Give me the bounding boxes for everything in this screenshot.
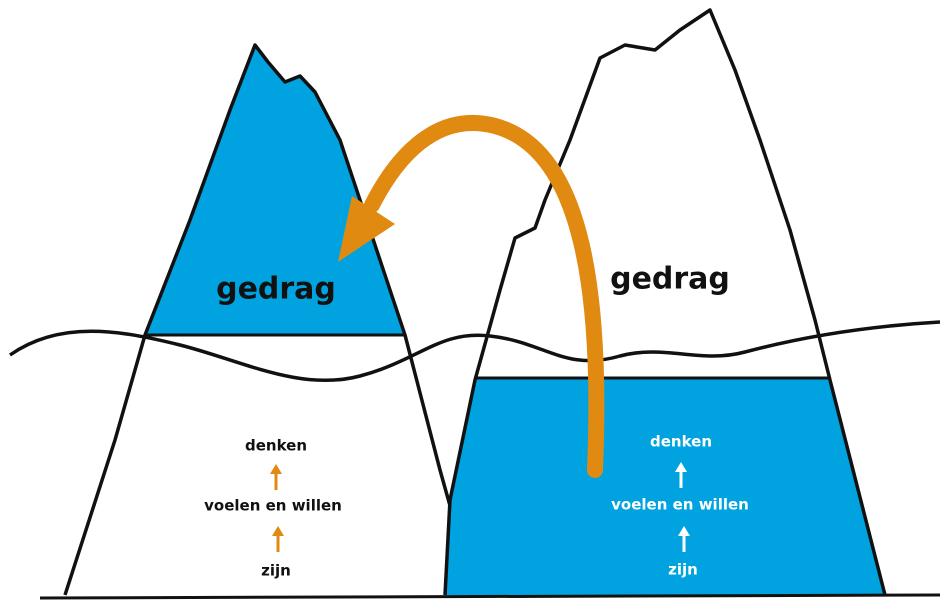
left-level: voelen en willen: [204, 497, 342, 515]
left-level: zijn: [261, 562, 291, 580]
diagram: gedrag denken voelen en willen zijn gedr…: [0, 0, 951, 600]
right-label: gedrag: [610, 262, 730, 297]
ground-line: [40, 595, 940, 598]
page: gedrag denken voelen en willen zijn gedr…: [0, 0, 951, 600]
right-iceberg-bottom-fill: [445, 378, 885, 595]
left-label: gedrag: [216, 272, 336, 307]
right-level: zijn: [668, 561, 698, 579]
left-level: denken: [245, 437, 307, 455]
right-level: denken: [650, 433, 712, 451]
right-level: voelen en willen: [611, 496, 749, 514]
